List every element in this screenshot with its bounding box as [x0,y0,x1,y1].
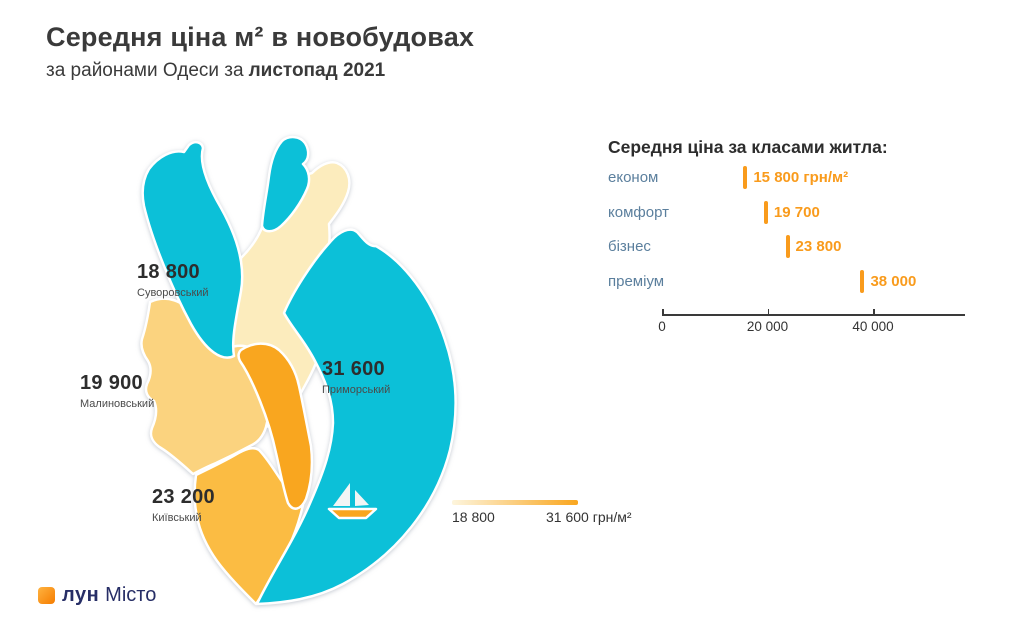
sailboat-icon [327,483,378,520]
estuary-left-shape [141,140,244,359]
class-chart-title: Середня ціна за класами житла: [608,137,888,157]
class-row-comfort: комфорт 19 700 [608,201,1008,225]
class-value-tick [785,235,790,258]
axis-tick-label: 0 [658,319,666,334]
sea-shape [255,228,457,606]
district-price: 31 600 [322,358,385,380]
odesa-districts-map [140,135,457,606]
class-label: бізнес [608,238,651,255]
class-value-tick [860,270,865,293]
axis-tick [873,309,875,314]
class-label: економ [608,169,659,186]
class-value-tick [763,201,768,224]
district-price: 18 800 [137,261,200,283]
class-value-tick [743,166,748,189]
estuary-right-shape [260,135,311,233]
class-value: 15 800 грн/м² [753,169,849,186]
district-prymorskyi [237,342,314,510]
axis-tick-label: 20 000 [746,319,789,334]
price-gradient-bar [452,500,578,505]
district-name: Приморський [322,384,391,396]
gradient-max-label: 31 600 грн/м² [546,509,632,525]
district-label-malynovskyi: 19 900 Малиновський [80,372,154,410]
district-price: 19 900 [80,372,143,394]
lun-misto-logo: лун Місто [38,584,156,607]
class-value: 38 000 [870,273,917,290]
subtitle-period: листопад 2021 [248,60,386,81]
class-label: комфорт [608,204,669,221]
lun-logo-icon [38,587,55,604]
axis-tick-label: 40 000 [852,319,894,334]
axis-tick [662,309,664,314]
class-row-premium: преміум 38 000 [608,270,1008,294]
class-value: 19 700 [773,204,820,221]
class-value: 23 800 [795,238,842,255]
page-title: Середня ціна м² в новобудовах [46,22,475,52]
district-name: Суворовський [137,287,209,299]
logo-text-regular: Місто [105,584,157,606]
district-label-suvorovskyi: 18 800 Суворовський [137,261,209,299]
subtitle-prefix: за районами Одеси за [46,60,244,81]
district-price: 23 200 [152,486,215,508]
gradient-min-label: 18 800 [452,509,495,525]
axis-tick [767,309,769,314]
district-label-prymorskyi: 31 600 Приморський [322,358,390,396]
class-chart-axis: 0 20 000 40 000 [658,296,965,336]
district-name: Київський [152,512,202,524]
class-row-econom: економ 15 800 грн/м² [608,166,1008,190]
class-label: преміум [608,273,665,290]
district-label-kyivskyi: 23 200 Київський [152,486,215,524]
axis-line [662,314,965,316]
class-row-business: бізнес 23 800 [608,235,1008,259]
page-subtitle: за районами Одеси за листопад 2021 [46,60,385,82]
logo-text-bold: лун [62,584,100,606]
district-name: Малиновський [80,398,155,410]
